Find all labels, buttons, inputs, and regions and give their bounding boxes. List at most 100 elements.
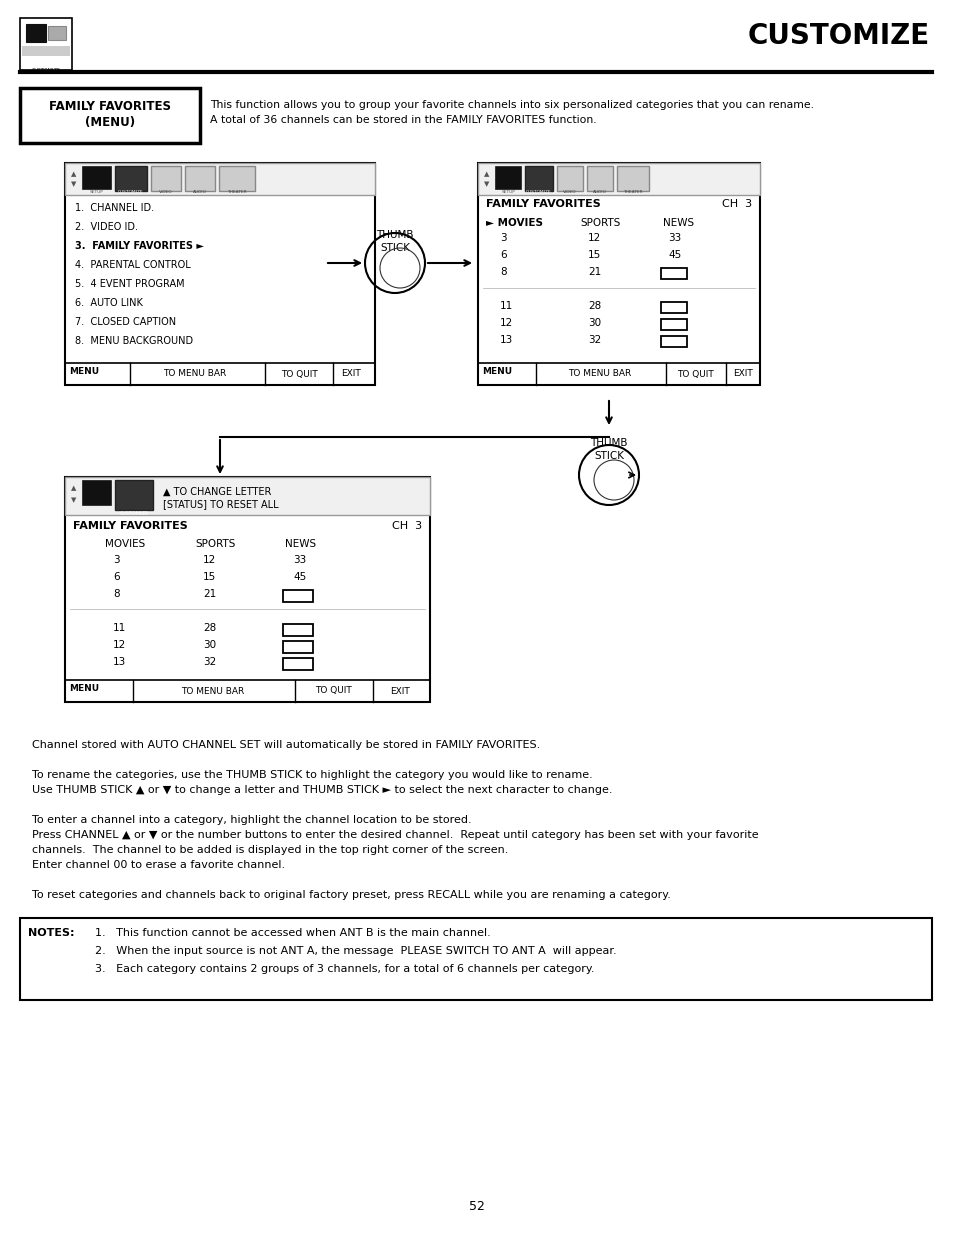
Text: 52: 52	[469, 1200, 484, 1213]
Text: 3: 3	[112, 555, 119, 564]
Text: To rename the categories, use the THUMB STICK to highlight the category you woul: To rename the categories, use the THUMB …	[32, 769, 592, 781]
Text: To reset categories and channels back to original factory preset, press RECALL w: To reset categories and channels back to…	[32, 890, 670, 900]
Text: 4.  PARENTAL CONTROL: 4. PARENTAL CONTROL	[75, 261, 191, 270]
Text: 33: 33	[667, 233, 680, 243]
Text: TO QUIT: TO QUIT	[676, 369, 713, 378]
Bar	[557, 165, 582, 191]
Text: FAMILY FAVORITES: FAMILY FAVORITES	[49, 100, 171, 112]
Text: AUDIO: AUDIO	[593, 190, 606, 194]
Bar	[496, 167, 520, 189]
Text: 45: 45	[667, 249, 680, 261]
Text: To enter a channel into a category, highlight the channel location to be stored.: To enter a channel into a category, high…	[32, 815, 471, 825]
Text: SETUP: SETUP	[501, 190, 516, 194]
Text: ▲: ▲	[71, 485, 76, 492]
Bar	[477, 163, 760, 195]
Text: 2.  VIDEO ID.: 2. VIDEO ID.	[75, 222, 138, 232]
Text: 13: 13	[112, 657, 126, 667]
Bar	[20, 88, 200, 143]
Text: ▼: ▼	[71, 182, 76, 186]
Text: 8: 8	[112, 589, 119, 599]
Text: 6.  AUTO LINK: 6. AUTO LINK	[75, 298, 143, 308]
Text: A total of 36 channels can be stored in the FAMILY FAVORITES function.: A total of 36 channels can be stored in …	[210, 115, 596, 125]
Text: EXIT: EXIT	[390, 687, 410, 695]
Text: 30: 30	[203, 640, 216, 650]
Bar	[283, 590, 313, 601]
Bar	[83, 167, 111, 189]
Text: TO MENU BAR: TO MENU BAR	[181, 687, 244, 695]
Text: VIDEO: VIDEO	[562, 190, 577, 194]
Bar	[83, 480, 111, 505]
Text: 8.  MENU BACKGROUND: 8. MENU BACKGROUND	[75, 336, 193, 346]
Text: FAMILY FAVORITES: FAMILY FAVORITES	[73, 521, 188, 531]
Text: 12: 12	[203, 555, 216, 564]
Text: 28: 28	[587, 301, 600, 311]
Text: 11: 11	[499, 301, 513, 311]
Text: 3: 3	[499, 233, 506, 243]
Text: 2.   When the input source is not ANT A, the message  PLEASE SWITCH TO ANT A  wi: 2. When the input source is not ANT A, t…	[95, 946, 616, 956]
Text: SPORTS: SPORTS	[579, 219, 619, 228]
Text: 30: 30	[587, 317, 600, 329]
Text: THEATER: THEATER	[622, 190, 642, 194]
Text: 21: 21	[203, 589, 216, 599]
Text: MOVIES: MOVIES	[105, 538, 145, 550]
Bar	[115, 165, 147, 191]
Text: 32: 32	[203, 657, 216, 667]
Text: ▲: ▲	[483, 170, 489, 177]
Text: 3.   Each category contains 2 groups of 3 channels, for a total of 6 channels pe: 3. Each category contains 2 groups of 3 …	[95, 965, 594, 974]
Text: CUSTOMIZE: CUSTOMIZE	[119, 511, 149, 516]
Bar	[283, 658, 313, 671]
Text: SETUP: SETUP	[90, 190, 104, 194]
Text: 28: 28	[203, 622, 216, 634]
Text: 33: 33	[293, 555, 306, 564]
Bar	[586, 165, 613, 191]
Text: CUSTOMIZE: CUSTOMIZE	[31, 68, 60, 73]
Text: MENU: MENU	[69, 367, 99, 375]
Bar	[26, 23, 46, 42]
Text: Enter channel 00 to erase a favorite channel.: Enter channel 00 to erase a favorite cha…	[32, 860, 285, 869]
Text: SPORTS: SPORTS	[194, 538, 235, 550]
Text: 32: 32	[587, 335, 600, 345]
Text: 8: 8	[499, 267, 506, 277]
Text: CUSTOMIZE: CUSTOMIZE	[747, 22, 929, 49]
Bar	[660, 303, 686, 312]
Text: 5.  4 EVENT PROGRAM: 5. 4 EVENT PROGRAM	[75, 279, 185, 289]
Text: 12: 12	[587, 233, 600, 243]
Text: 1.  CHANNEL ID.: 1. CHANNEL ID.	[75, 203, 154, 212]
Bar	[20, 918, 931, 1000]
Bar	[524, 165, 553, 191]
Text: NEWS: NEWS	[662, 219, 694, 228]
Text: 7.  CLOSED CAPTION: 7. CLOSED CAPTION	[75, 317, 176, 327]
Text: 1.   This function cannot be accessed when ANT B is the main channel.: 1. This function cannot be accessed when…	[95, 927, 490, 939]
Text: ▼: ▼	[483, 182, 489, 186]
Text: 3.  FAMILY FAVORITES ►: 3. FAMILY FAVORITES ►	[75, 241, 204, 251]
Text: AUDIO: AUDIO	[193, 190, 207, 194]
Text: MENU: MENU	[481, 367, 512, 375]
Text: 21: 21	[587, 267, 600, 277]
Text: CH  3: CH 3	[721, 199, 751, 209]
Bar	[660, 319, 686, 330]
Text: 13: 13	[499, 335, 513, 345]
Text: CUSTOMIZE: CUSTOMIZE	[526, 190, 551, 194]
Bar	[65, 477, 430, 701]
Bar	[151, 165, 181, 191]
Text: [STATUS] TO RESET ALL: [STATUS] TO RESET ALL	[163, 499, 278, 509]
Text: 6: 6	[499, 249, 506, 261]
Text: STICK: STICK	[594, 451, 623, 461]
Text: CUSTOMIZE: CUSTOMIZE	[118, 190, 144, 194]
Text: NOTES:: NOTES:	[28, 927, 74, 939]
Text: Channel stored with AUTO CHANNEL SET will automatically be stored in FAMILY FAVO: Channel stored with AUTO CHANNEL SET wil…	[32, 740, 539, 750]
Text: 12: 12	[112, 640, 126, 650]
Text: 12: 12	[499, 317, 513, 329]
Text: STICK: STICK	[379, 243, 410, 253]
Text: FAMILY FAVORITES: FAMILY FAVORITES	[485, 199, 600, 209]
Bar	[48, 26, 66, 40]
Text: channels.  The channel to be added is displayed in the top right corner of the s: channels. The channel to be added is dis…	[32, 845, 508, 855]
Text: (MENU): (MENU)	[85, 116, 135, 128]
Text: Use THUMB STICK ▲ or ▼ to change a letter and THUMB STICK ► to select the next c: Use THUMB STICK ▲ or ▼ to change a lette…	[32, 785, 612, 795]
Bar	[283, 641, 313, 653]
Text: THUMB: THUMB	[590, 438, 627, 448]
Text: ▼: ▼	[71, 496, 76, 503]
Text: EXIT: EXIT	[341, 369, 360, 378]
Bar	[20, 19, 71, 70]
Bar	[660, 336, 686, 347]
